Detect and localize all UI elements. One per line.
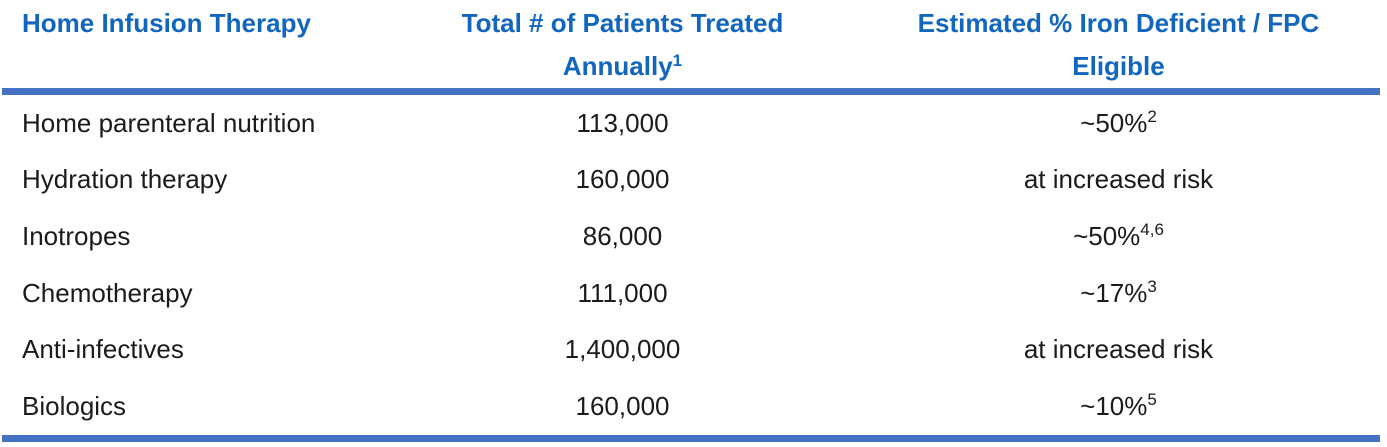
table-body: Home parenteral nutrition 113,000 ~50%2 … [0, 95, 1387, 435]
iron-deficient-estimate-cell: ~50%2 [850, 108, 1387, 139]
iron-deficient-estimate-cell: ~50%4,6 [850, 221, 1387, 252]
footnote-marker: 2 [1147, 106, 1157, 126]
patients-treated-value: 111,000 [577, 277, 668, 308]
footnote-marker: 5 [1147, 389, 1157, 409]
footnote-marker: 1 [672, 51, 683, 70]
footnote-marker: 3 [1147, 276, 1157, 296]
iron-deficient-estimate-cell: ~10%5 [850, 391, 1387, 422]
iron-deficient-estimate: at increased risk [1023, 334, 1214, 365]
table-row: Home parenteral nutrition 113,000 ~50%2 [0, 95, 1387, 152]
therapy-name-cell: Inotropes [0, 221, 395, 252]
therapy-name-cell: Biologics [0, 391, 395, 422]
iron-deficient-estimate-cell: at increased risk [850, 164, 1387, 195]
header-text: Estimated % Iron Deficient / FPC [917, 8, 1320, 38]
therapy-name: Anti-infectives [22, 334, 184, 365]
iron-deficient-estimate: ~17% [1080, 277, 1148, 308]
header-line: Estimated % Iron Deficient / FPC [850, 2, 1387, 45]
patients-treated-value: 160,000 [575, 390, 670, 421]
header-line: Home Infusion Therapy [22, 8, 311, 38]
table-row: Hydration therapy 160,000 at increased r… [0, 152, 1387, 209]
header-line: Eligible [850, 45, 1387, 88]
table-row: Inotropes 86,000 ~50%4,6 [0, 208, 1387, 265]
patients-treated-value: 113,000 [576, 107, 669, 138]
therapy-name: Hydration therapy [22, 164, 228, 195]
patients-treated-cell: 160,000 [395, 164, 850, 195]
table-header-row: Home Infusion Therapy Total # of Patient… [0, 0, 1387, 88]
therapy-name: Chemotherapy [22, 277, 193, 308]
patients-treated-cell: 113,000 [395, 108, 850, 139]
patients-treated-cell: 160,000 [395, 391, 850, 422]
header-home-infusion-therapy: Home Infusion Therapy [0, 2, 395, 45]
therapy-name: Biologics [22, 390, 127, 421]
header-divider-rule [2, 88, 1380, 95]
therapy-name-cell: Chemotherapy [0, 278, 395, 309]
iron-deficient-estimate-cell: ~17%3 [850, 278, 1387, 309]
header-total-patients-treated: Total # of Patients Treated Annually1 [395, 2, 850, 88]
iron-deficient-estimate: ~10% [1080, 390, 1148, 421]
therapy-name: Inotropes [22, 220, 131, 251]
therapy-name: Home parenteral nutrition [22, 107, 316, 138]
table-row: Chemotherapy 111,000 ~17%3 [0, 265, 1387, 322]
iron-deficient-estimate: at increased risk [1023, 164, 1214, 195]
table-row: Biologics 160,000 ~10%5 [0, 378, 1387, 435]
iron-deficient-estimate: ~50% [1080, 107, 1148, 138]
therapy-name-cell: Home parenteral nutrition [0, 108, 395, 139]
therapy-name-cell: Anti-infectives [0, 334, 395, 365]
header-text: Eligible [1072, 51, 1165, 81]
table-row: Anti-infectives 1,400,000 at increased r… [0, 321, 1387, 378]
header-text: Total # of Patients Treated [461, 8, 784, 38]
header-text: Annually [562, 51, 673, 81]
header-line: Total # of Patients Treated [395, 2, 850, 45]
header-estimated-iron-deficient: Estimated % Iron Deficient / FPC Eligibl… [850, 2, 1387, 88]
patients-treated-cell: 86,000 [395, 221, 850, 252]
iron-deficient-estimate-cell: at increased risk [850, 334, 1387, 365]
therapy-name-cell: Hydration therapy [0, 164, 395, 195]
header-line: Annually1 [395, 45, 850, 88]
patients-treated-cell: 111,000 [395, 278, 850, 309]
patients-treated-value: 86,000 [582, 220, 663, 251]
patients-treated-cell: 1,400,000 [395, 334, 850, 365]
footnote-marker: 4,6 [1140, 219, 1164, 239]
patients-treated-value: 1,400,000 [564, 334, 681, 365]
bottom-divider-rule [2, 434, 1380, 442]
patients-treated-value: 160,000 [575, 164, 670, 195]
iron-deficient-estimate: ~50% [1073, 220, 1141, 251]
